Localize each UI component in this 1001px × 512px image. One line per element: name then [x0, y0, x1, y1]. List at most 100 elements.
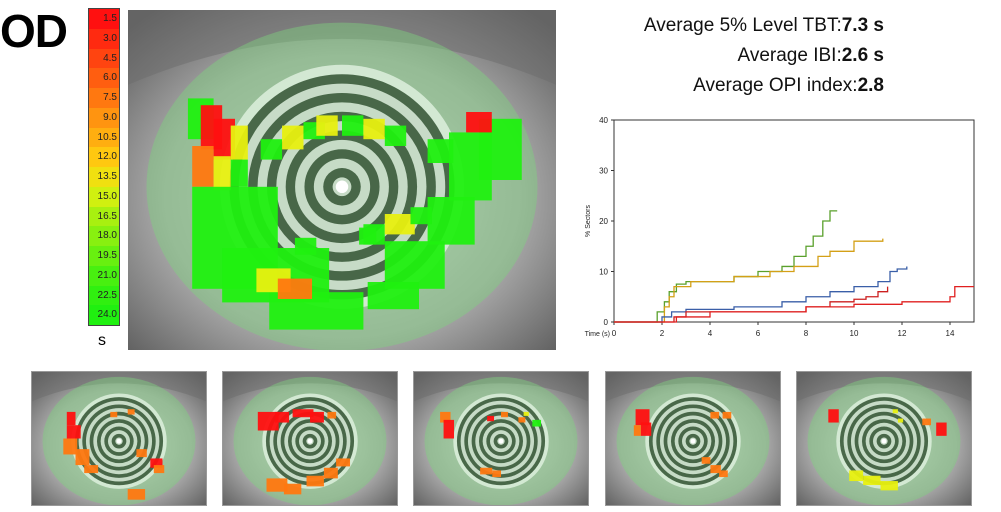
- breakup-sector: [275, 411, 290, 423]
- breakup-sector: [127, 409, 135, 415]
- tbt-value: 7.3 s: [841, 15, 884, 36]
- scale-cell: 1.5: [89, 9, 119, 29]
- y-axis-label: % Sectors: [585, 205, 592, 237]
- scale-cell: 12.0: [89, 147, 119, 167]
- x-tick-label: 4: [708, 329, 713, 338]
- breakup-sector: [640, 422, 652, 436]
- scale-unit-label: s: [98, 332, 106, 349]
- series-line-3: [614, 266, 908, 323]
- x-tick-label: 10: [850, 329, 859, 338]
- scale-cell: 16.5: [89, 206, 119, 227]
- eyelid-shade: [606, 372, 780, 402]
- plot-area: [613, 119, 975, 323]
- breakup-sector: [936, 422, 947, 436]
- main-eye-image: [128, 10, 556, 350]
- breakup-sector: [722, 411, 732, 419]
- breakup-sector: [127, 489, 146, 500]
- breakup-sector: [230, 159, 248, 187]
- breakup-sector: [880, 481, 898, 491]
- breakup-sector: [828, 409, 839, 423]
- breakup-sector: [316, 115, 338, 136]
- breakup-sector: [384, 241, 445, 289]
- breakup-sector: [440, 411, 451, 423]
- breakup-sector: [192, 146, 214, 187]
- breakup-sector: [863, 475, 881, 486]
- scale-cell: 18.0: [89, 226, 119, 246]
- x-tick-label: 12: [898, 329, 907, 338]
- breakup-sector: [310, 411, 324, 423]
- x-tick-label: 0: [612, 329, 617, 338]
- breakup-sector: [892, 409, 898, 414]
- center-reflex: [498, 438, 504, 444]
- breakup-sector: [213, 118, 235, 160]
- thumbnail-3[interactable]: [413, 371, 589, 506]
- breakup-sector: [897, 418, 904, 423]
- eyelid-shade: [223, 372, 397, 402]
- breakup-sector: [266, 478, 288, 492]
- x-tick-label: 8: [804, 329, 809, 338]
- center-reflex: [881, 438, 887, 444]
- ibi-value: 2.6 s: [841, 45, 884, 66]
- breakup-sector: [230, 125, 248, 160]
- breakup-sector: [66, 425, 81, 439]
- breakup-sector: [635, 409, 650, 426]
- y-tick-label: 20: [599, 217, 608, 226]
- series-line-2: [614, 238, 884, 323]
- x-tick-label: 6: [756, 329, 761, 338]
- scale-cell: 19.5: [89, 246, 119, 266]
- scale-cell: 4.5: [89, 48, 119, 69]
- breakup-sector: [323, 467, 338, 479]
- x-tick-label: 2: [660, 329, 665, 338]
- tbt-label: Average 5% Level TBT:: [643, 15, 842, 36]
- ibi-row: Average IBI:2.6 s: [570, 42, 884, 72]
- eyelid-shade: [128, 10, 556, 85]
- y-tick-label: 30: [599, 167, 608, 176]
- breakup-sector: [306, 475, 324, 487]
- breakup-sector: [213, 156, 231, 191]
- series-line-5: [614, 286, 974, 323]
- breakup-sector: [63, 438, 78, 455]
- breakup-sector: [487, 415, 495, 422]
- scale-cell: 13.5: [89, 167, 119, 187]
- breakup-sector: [84, 465, 99, 474]
- breakup-sector: [277, 278, 313, 299]
- scale-cell: 10.5: [89, 127, 119, 148]
- breakup-sector: [501, 411, 508, 418]
- breakup-sector: [66, 411, 76, 426]
- breakup-sector: [153, 465, 165, 474]
- breakup-sector: [283, 483, 302, 495]
- breakup-sector: [292, 409, 314, 418]
- breakup-sector: [710, 411, 720, 419]
- breakup-sector: [260, 139, 283, 160]
- breakup-sector: [150, 458, 163, 468]
- opi-row: Average OPI index:2.8: [570, 72, 884, 102]
- thumbnail-4[interactable]: [605, 371, 781, 506]
- breakup-sector: [443, 419, 455, 439]
- y-tick-label: 40: [599, 116, 608, 125]
- breakup-sector: [427, 139, 454, 163]
- eyelid-shade: [797, 372, 971, 402]
- breakup-sector: [410, 207, 432, 225]
- breakup-sector: [342, 115, 364, 136]
- y-tick-label: 10: [599, 268, 608, 277]
- breakup-sector: [282, 125, 304, 150]
- thumbnail-2[interactable]: [222, 371, 398, 506]
- breakup-sector: [466, 112, 492, 133]
- center-reflex: [335, 180, 349, 194]
- thumbnail-1[interactable]: [31, 371, 207, 506]
- thumbnail-5[interactable]: [796, 371, 972, 506]
- breakup-sector: [110, 411, 118, 418]
- breakup-sector: [492, 470, 501, 478]
- breakup-sector: [336, 458, 351, 467]
- breakup-sector: [523, 411, 529, 416]
- eye-label: OD: [0, 5, 68, 57]
- breakup-sector: [922, 418, 931, 426]
- breakup-sector: [710, 465, 721, 474]
- breakup-sector: [633, 425, 641, 436]
- eyelid-shade: [32, 372, 206, 402]
- ibi-label: Average IBI:: [737, 45, 842, 66]
- scale-cell: 9.0: [89, 107, 119, 128]
- x-axis-label: Time (s): [585, 331, 610, 338]
- scale-cell: 24.0: [89, 305, 119, 325]
- breakup-sector: [359, 227, 377, 245]
